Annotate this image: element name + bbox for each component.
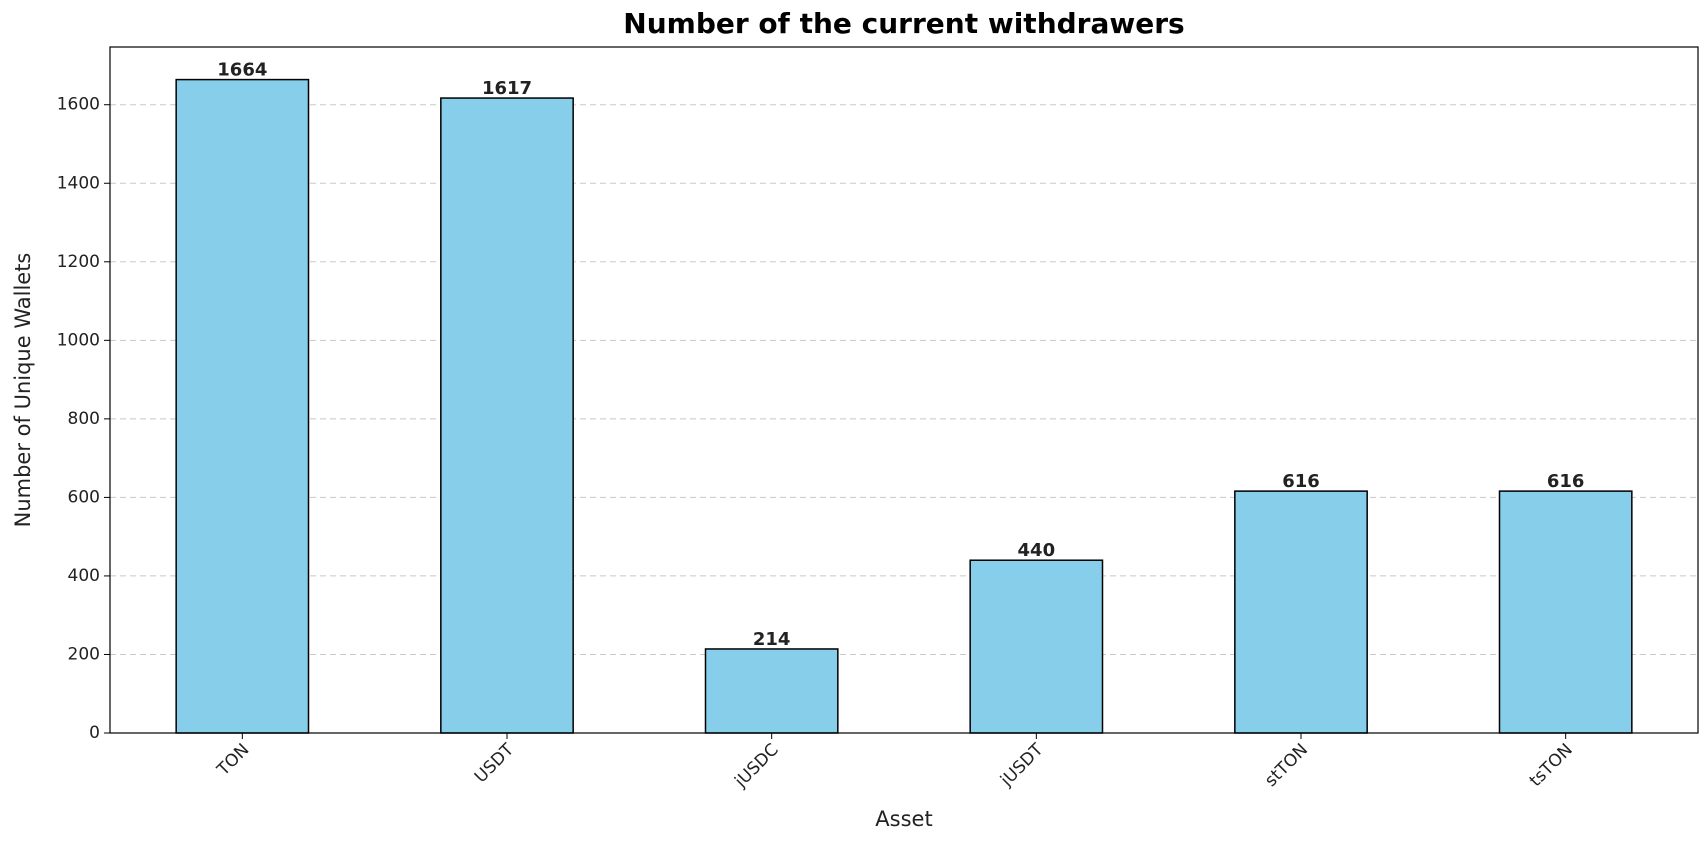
x-tick-label: jUSDC: [730, 740, 782, 792]
value-label: 214: [753, 629, 791, 650]
y-tick-label: 600: [68, 487, 100, 507]
value-label: 1617: [482, 78, 532, 99]
x-tick-label: jUSDT: [996, 739, 1048, 791]
plot-frame: [109, 46, 1699, 734]
x-tick-label: tsTON: [1526, 740, 1577, 791]
x-axis-label: Asset: [875, 807, 932, 831]
x-tick-label: stTON: [1261, 740, 1312, 791]
y-tick-label: 200: [68, 644, 100, 664]
y-tick-label: 1000: [57, 330, 100, 350]
y-tick-label: 0: [89, 723, 100, 743]
chart-title: Number of the current withdrawers: [623, 7, 1184, 40]
value-label: 440: [1018, 540, 1056, 561]
value-label: 1664: [217, 60, 267, 81]
value-label: 616: [1282, 471, 1320, 492]
y-tick-label: 1400: [57, 173, 100, 193]
y-tick-label: 1200: [57, 252, 100, 272]
x-tick-label: USDT: [471, 740, 519, 788]
bar: [969, 559, 1104, 734]
y-tick-label: 800: [68, 409, 100, 429]
y-tick-label: 400: [68, 566, 100, 586]
bar: [1234, 490, 1368, 734]
y-axis-label: Number of Unique Wallets: [11, 253, 35, 528]
bar: [440, 97, 574, 734]
x-tick-label: TON: [213, 740, 254, 781]
bar: [175, 78, 310, 734]
y-tick-label: 1600: [57, 95, 100, 115]
value-label: 616: [1547, 471, 1585, 492]
bar: [704, 648, 839, 734]
bar: [1498, 490, 1633, 734]
